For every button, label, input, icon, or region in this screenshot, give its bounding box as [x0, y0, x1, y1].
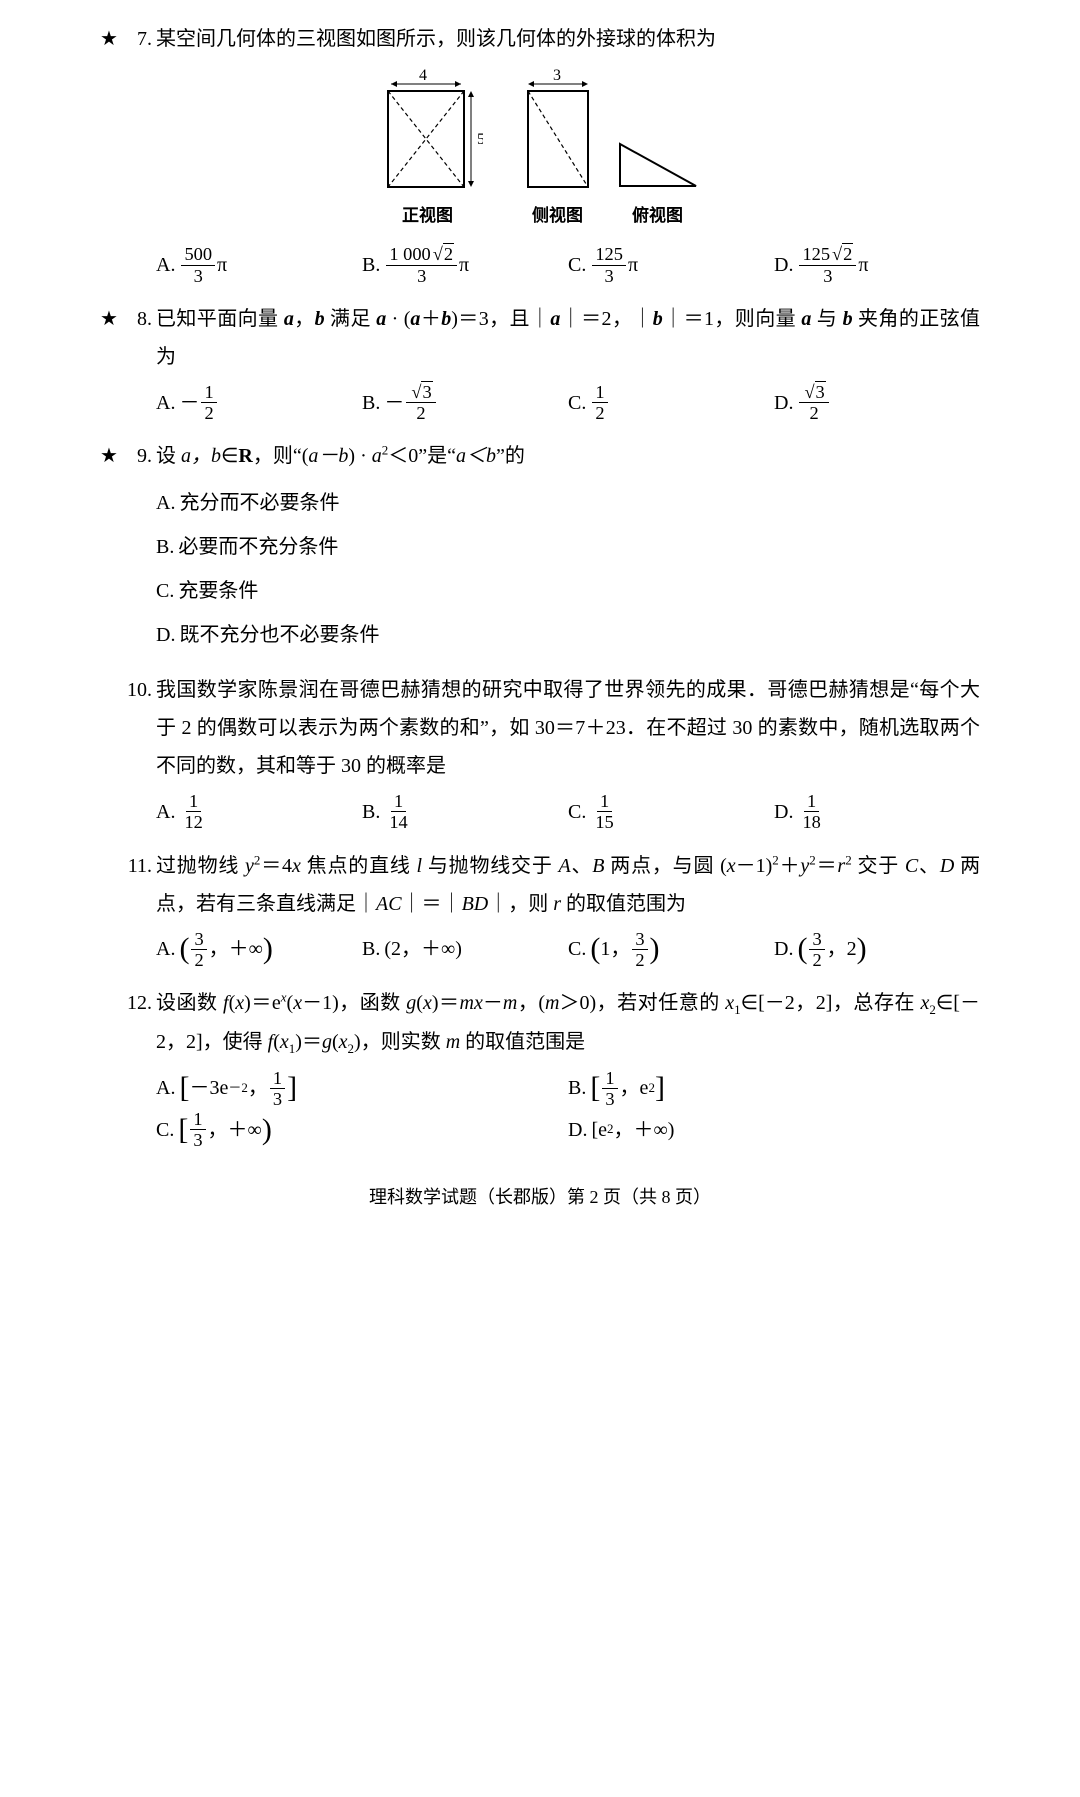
front-view-label: 正视图 — [402, 200, 453, 232]
question-number: 12. — [120, 984, 156, 1022]
question-number: 8. — [120, 300, 156, 338]
page-footer: 理科数学试题（长郡版）第 2 页（共 8 页） — [100, 1180, 980, 1214]
options: A. [－3e－2，13] B. [13，e2] C. [13，＋∞) D. [… — [156, 1068, 980, 1151]
question-stem: 某空间几何体的三视图如图所示，则该几何体的外接球的体积为 — [156, 20, 980, 58]
option-d: D.118 — [774, 791, 980, 832]
star-icon: ★ — [100, 20, 120, 58]
dim-4: 4 — [419, 67, 427, 84]
question-stem: 我国数学家陈景润在哥德巴赫猜想的研究中取得了世界领先的成果．哥德巴赫猜想是“每个… — [156, 671, 980, 785]
question-number: 11. — [120, 847, 156, 885]
figure-block: 4 5 正视图 3 — [100, 66, 980, 232]
option-c: C. (1，32) — [568, 929, 774, 970]
question-10: 10. 我国数学家陈景润在哥德巴赫猜想的研究中取得了世界领先的成果．哥德巴赫猜想… — [100, 671, 980, 832]
option-b: B. 1 00023π — [362, 244, 568, 285]
option-c: C.115 — [568, 791, 774, 832]
option-b: B.114 — [362, 791, 568, 832]
front-view: 4 5 正视图 — [373, 66, 483, 232]
question-7: ★ 7. 某空间几何体的三视图如图所示，则该几何体的外接球的体积为 4 5 — [100, 20, 980, 286]
option-a: A. (32，＋∞) — [156, 929, 362, 970]
question-stem: 已知平面向量 a，b 满足 a · (a＋b)＝3，且｜a｜＝2，｜b｜＝1，则… — [156, 300, 980, 376]
dim-3: 3 — [553, 67, 561, 84]
option-b: B. (2，＋∞) — [362, 929, 568, 970]
question-stem: 设函数 f(x)＝ex(x－1)，函数 g(x)＝mx－m，(m＞0)，若对任意… — [156, 984, 980, 1061]
option-a: A. [－3e－2，13] — [156, 1068, 568, 1109]
question-number: 7. — [120, 20, 156, 58]
side-view: 3 侧视图 — [513, 66, 603, 232]
options: A. －12 B. －32 C. 12 D. 32 — [156, 382, 980, 423]
option-a: A.112 — [156, 791, 362, 832]
option-d: D. [e2，＋∞) — [568, 1109, 980, 1150]
options: A.充分而不必要条件 B.必要而不充分条件 C.充要条件 D.既不充分也不必要条… — [156, 481, 980, 657]
option-b: B. [13，e2] — [568, 1068, 980, 1109]
option-c: C. 12 — [568, 382, 774, 423]
option-d: D. 12523π — [774, 244, 980, 285]
question-stem: 设 a，b∈R，则“(a－b) · a2＜0”是“a＜b”的 — [156, 437, 980, 475]
star-icon: ★ — [100, 437, 120, 475]
star-icon: ★ — [100, 300, 120, 338]
option-c: C.充要条件 — [156, 569, 980, 613]
option-c: C. [13，＋∞) — [156, 1109, 568, 1150]
question-stem: 过抛物线 y2＝4x 焦点的直线 l 与抛物线交于 A、B 两点，与圆 (x－1… — [156, 847, 980, 923]
option-d: D.既不充分也不必要条件 — [156, 613, 980, 657]
options: A.112 B.114 C.115 D.118 — [156, 791, 980, 832]
question-number: 10. — [120, 671, 156, 709]
option-c: C. 1253π — [568, 244, 774, 285]
options: A. 5003π B. 1 00023π C. 1253π D. 12523π — [156, 244, 980, 285]
side-view-label: 侧视图 — [532, 200, 583, 232]
question-8: ★ 8. 已知平面向量 a，b 满足 a · (a＋b)＝3，且｜a｜＝2，｜b… — [100, 300, 980, 423]
option-a: A.充分而不必要条件 — [156, 481, 980, 525]
option-b: B. －32 — [362, 382, 568, 423]
option-b: B.必要而不充分条件 — [156, 525, 980, 569]
option-a: A. －12 — [156, 382, 362, 423]
question-12: 12. 设函数 f(x)＝ex(x－1)，函数 g(x)＝mx－m，(m＞0)，… — [100, 984, 980, 1150]
options: A. (32，＋∞) B. (2，＋∞) C. (1，32) D. (32，2) — [156, 929, 980, 970]
option-a: A. 5003π — [156, 244, 362, 285]
dim-5: 5 — [477, 131, 483, 148]
question-11: 11. 过抛物线 y2＝4x 焦点的直线 l 与抛物线交于 A、B 两点，与圆 … — [100, 847, 980, 970]
question-number: 9. — [120, 437, 156, 475]
option-d: D. 32 — [774, 382, 980, 423]
top-view-label: 俯视图 — [632, 200, 683, 232]
option-d: D. (32，2) — [774, 929, 980, 970]
question-9: ★ 9. 设 a，b∈R，则“(a－b) · a2＜0”是“a＜b”的 A.充分… — [100, 437, 980, 657]
top-view: 俯视图 — [608, 136, 708, 232]
